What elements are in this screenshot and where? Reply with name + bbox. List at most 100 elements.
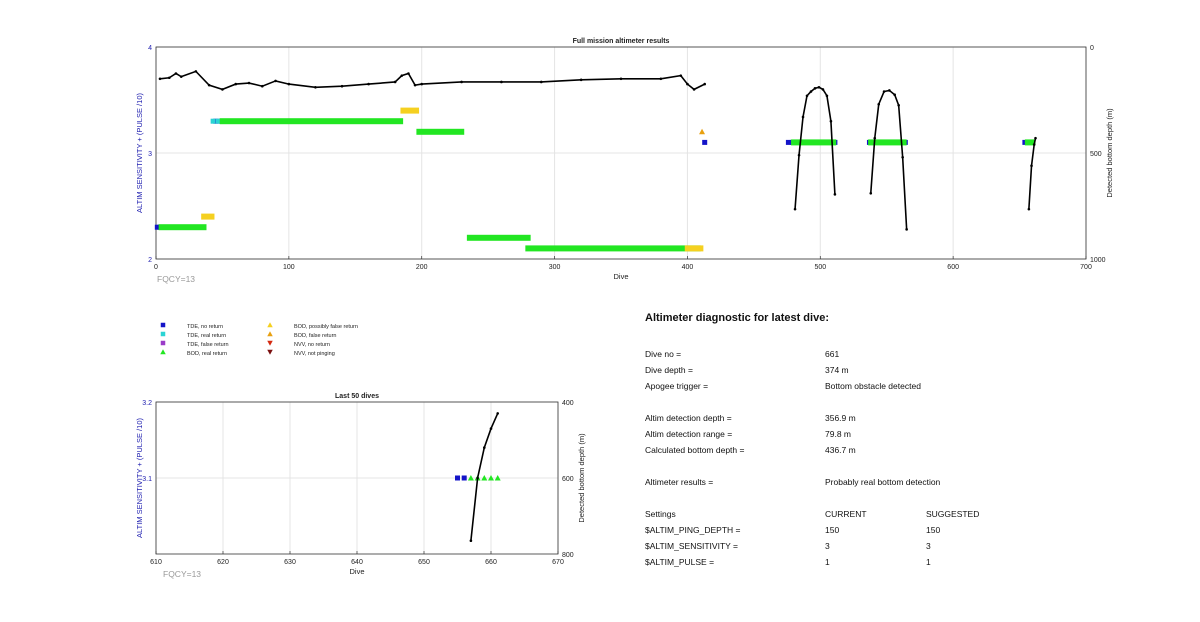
depth-point — [274, 79, 277, 83]
depth-point — [489, 427, 493, 430]
diagnostic-panel: Altimeter diagnostic for latest dive: Di… — [645, 312, 1165, 567]
depth-point — [882, 90, 886, 93]
depth-point — [893, 93, 896, 96]
legend-marker — [160, 331, 166, 337]
depth-point — [476, 476, 479, 480]
footnote: FQCY=13 — [163, 569, 201, 579]
y-tick-label: 3 — [148, 151, 152, 158]
data-marker — [455, 475, 460, 481]
legend-marker — [267, 340, 273, 346]
depth-point — [897, 104, 900, 107]
depth-point — [539, 80, 543, 84]
data-marker — [494, 475, 501, 481]
y2-tick-label: 1000 — [1090, 257, 1106, 264]
depth-point — [679, 74, 683, 77]
marker-band — [868, 139, 907, 146]
marker-band — [219, 118, 404, 125]
diag-label: Altimeter results = — [645, 477, 714, 487]
depth-point — [888, 89, 891, 92]
diag-label: $ALTIM_PULSE = — [645, 557, 715, 567]
depth-point — [809, 90, 813, 93]
y2-tick-label: 600 — [562, 476, 574, 483]
depth-point — [1032, 143, 1036, 146]
depth-point — [873, 136, 877, 140]
data-marker — [699, 128, 706, 135]
depth-point — [400, 74, 404, 77]
depth-point — [260, 84, 264, 88]
legend-marker — [160, 340, 166, 346]
y2-tick-label: 800 — [562, 552, 574, 559]
diag-value-suggested: 1 — [926, 557, 931, 567]
y-tick-label: 2 — [148, 257, 152, 264]
diagnostic-title: Altimeter diagnostic for latest dive: — [645, 312, 829, 324]
diag-value-current: 150 — [825, 525, 840, 535]
data-marker — [488, 475, 494, 481]
depth-point — [905, 228, 908, 231]
depth-point — [340, 84, 344, 88]
legend-label: BOD, false return — [294, 333, 337, 339]
depth-line — [869, 89, 908, 230]
diag-label: $ALTIM_PING_DEPTH = — [645, 525, 741, 535]
depth-point — [158, 77, 162, 81]
diag-label: $ALTIM_SENSITIVITY = — [645, 541, 738, 551]
diag-value: 661 — [825, 349, 840, 359]
diag-value: 374 m — [825, 365, 849, 375]
diag-label: Settings — [645, 509, 676, 519]
y-axis-label: ALTIM SENSITIVITY + (PULSE /10) — [135, 93, 144, 213]
depth-point — [460, 80, 463, 84]
depth-point — [703, 82, 706, 86]
x-tick-label: 0 — [154, 264, 158, 271]
depth-point — [413, 83, 417, 87]
x-tick-label: 200 — [416, 264, 428, 271]
depth-point — [1034, 136, 1037, 140]
depth-point — [469, 539, 473, 542]
diag-col-current: CURRENT — [825, 509, 867, 519]
y2-tick-label: 500 — [1090, 151, 1102, 158]
marker-band — [158, 224, 207, 231]
x-axis-label: Dive — [349, 567, 364, 576]
depth-point — [833, 193, 837, 196]
y2-tick-label: 0 — [1090, 45, 1094, 52]
x-tick-label: 660 — [485, 559, 497, 566]
diag-value: Bottom obstacle detected — [825, 381, 921, 391]
y-tick-label: 3.2 — [142, 400, 152, 407]
depth-point — [174, 72, 178, 75]
legend-marker — [267, 331, 273, 337]
depth-point — [234, 82, 238, 86]
x-tick-label: 620 — [217, 559, 229, 566]
x-tick-label: 400 — [682, 264, 694, 271]
depth-point — [813, 87, 817, 90]
data-marker — [210, 118, 216, 124]
diag-col-suggested: SUGGESTED — [926, 509, 980, 519]
depth-point — [901, 155, 904, 159]
depth-point — [221, 88, 224, 91]
x-tick-label: 100 — [283, 264, 295, 271]
depth-point — [496, 412, 500, 415]
data-marker — [481, 475, 488, 481]
depth-point — [659, 77, 663, 81]
marker-band — [525, 245, 701, 252]
depth-line — [1028, 137, 1037, 210]
depth-point — [393, 80, 397, 84]
diag-value: 436.7 m — [825, 445, 856, 455]
diag-value: 79.8 m — [825, 429, 851, 439]
depth-point — [500, 80, 503, 84]
depth-point — [877, 102, 881, 106]
data-marker — [213, 118, 219, 124]
y2-tick-label: 400 — [562, 400, 574, 407]
marker-band — [400, 107, 420, 114]
marker-band — [416, 128, 465, 135]
diag-label: Calculated bottom depth = — [645, 445, 745, 455]
depth-point — [179, 75, 183, 78]
legend-label: NVV, not pinging — [294, 351, 335, 357]
x-tick-label: 600 — [947, 264, 959, 271]
legend-label: BOD, real return — [187, 351, 227, 357]
diag-value-suggested: 3 — [926, 541, 931, 551]
diag-value: 356.9 m — [825, 413, 856, 423]
depth-line — [159, 70, 706, 91]
diag-value-current: 1 — [825, 557, 830, 567]
legend-label: BOD, possibly false return — [294, 324, 358, 330]
y2-axis-label: Detected bottom depth (m) — [577, 433, 586, 523]
marker-band — [201, 213, 215, 220]
